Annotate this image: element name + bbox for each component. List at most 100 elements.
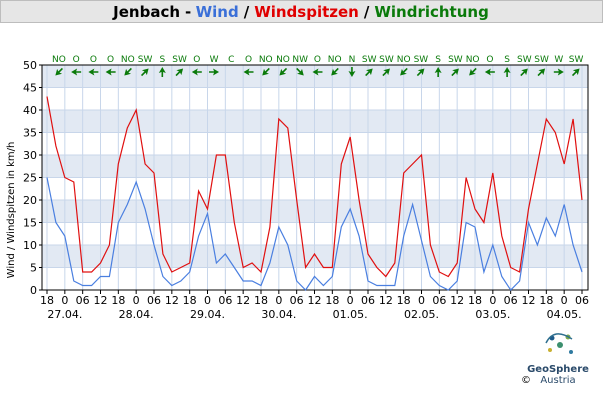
x-tick-label: 0 — [489, 294, 496, 307]
direction-label: NO — [328, 55, 342, 65]
arrow-shape — [348, 67, 356, 77]
direction-label: SW — [138, 55, 153, 65]
direction-arrow — [553, 68, 564, 76]
arrow-shape — [365, 68, 373, 77]
date-label: 28.04. — [119, 308, 154, 321]
direction-arrow — [191, 68, 202, 76]
x-tick-label: 12 — [522, 294, 536, 307]
direction-label: O — [90, 55, 97, 65]
x-tick-label: 12 — [308, 294, 322, 307]
direction-label: SW — [569, 55, 584, 65]
y-tick-label: 45 — [23, 82, 37, 95]
direction-arrow — [209, 68, 220, 76]
direction-label: NW — [292, 55, 308, 65]
x-tick-label: 06 — [290, 294, 304, 307]
direction-label: W — [210, 55, 219, 65]
x-tick-label: 0 — [133, 294, 140, 307]
arrow-shape — [88, 68, 99, 76]
y-tick-label: 20 — [23, 194, 37, 207]
title-part: Windrichtung — [374, 3, 488, 21]
y-tick-label: 35 — [23, 127, 37, 140]
date-label: 01.05. — [333, 308, 368, 321]
direction-arrow — [469, 67, 477, 76]
x-tick-label: 0 — [204, 294, 211, 307]
title-part: Wind — [196, 3, 239, 21]
arrow-shape — [140, 68, 149, 77]
arrow-shape — [571, 68, 580, 77]
x-tick-label: 0 — [61, 294, 68, 307]
direction-arrow — [434, 67, 442, 77]
direction-arrow — [296, 67, 304, 76]
arrow-shape — [416, 68, 425, 77]
direction-arrow — [484, 68, 495, 76]
direction-label: O — [73, 55, 80, 65]
direction-arrow — [520, 68, 528, 77]
x-tick-label: 06 — [361, 294, 375, 307]
logo-sub: Austria — [540, 375, 575, 386]
y-tick-label: 25 — [23, 172, 37, 185]
direction-arrow — [416, 68, 425, 77]
direction-arrow — [365, 68, 373, 77]
y-tick-label: 0 — [30, 284, 37, 297]
y-tick-label: 10 — [23, 239, 37, 252]
x-tick-label: 12 — [165, 294, 179, 307]
arrow-shape — [503, 67, 511, 77]
title-part: / — [244, 3, 250, 21]
direction-label: NO — [397, 55, 411, 65]
direction-arrow — [571, 68, 580, 77]
direction-label: S — [159, 55, 165, 65]
direction-arrow — [279, 67, 288, 76]
date-label: 27.04. — [47, 308, 82, 321]
y-tick-label: 30 — [23, 149, 37, 162]
logo-dot — [557, 342, 563, 348]
x-tick-label: 18 — [397, 294, 411, 307]
title-part: Jenbach — [112, 3, 180, 21]
direction-arrow — [382, 68, 390, 77]
direction-label: NO — [52, 55, 66, 65]
direction-arrow — [71, 68, 82, 76]
x-tick-label: 06 — [147, 294, 161, 307]
direction-arrow — [451, 68, 459, 77]
x-tick-label: 06 — [575, 294, 589, 307]
arrow-shape — [158, 67, 166, 77]
direction-label: O — [193, 55, 200, 65]
arrow-shape — [296, 67, 304, 76]
direction-label: SW — [517, 55, 532, 65]
title-part: - — [185, 3, 191, 21]
direction-label: NO — [466, 55, 480, 65]
direction-arrow — [262, 67, 270, 76]
date-label: 02.05. — [404, 308, 439, 321]
logo-dot — [569, 350, 573, 354]
logo-dot — [548, 348, 552, 352]
direction-label: O — [107, 55, 114, 65]
arrow-shape — [553, 68, 564, 76]
arrow-shape — [400, 67, 408, 76]
arrow-shape — [262, 67, 270, 76]
direction-arrow — [158, 67, 166, 77]
x-tick-label: 18 — [183, 294, 197, 307]
x-tick-label: 18 — [468, 294, 482, 307]
direction-arrow — [400, 67, 408, 76]
arrow-shape — [520, 68, 528, 77]
direction-label: N — [349, 55, 356, 65]
date-label: 04.05. — [547, 308, 582, 321]
direction-label: O — [245, 55, 252, 65]
x-tick-label: 12 — [236, 294, 250, 307]
arrow-shape — [434, 67, 442, 77]
arrow-shape — [331, 67, 339, 76]
direction-label: SW — [362, 55, 377, 65]
arrow-shape — [55, 67, 63, 76]
arrow-shape — [382, 68, 390, 77]
x-tick-label: 0 — [275, 294, 282, 307]
direction-arrow — [331, 67, 339, 76]
title-part: / — [364, 3, 370, 21]
x-tick-label: 18 — [40, 294, 54, 307]
arrow-shape — [209, 68, 220, 76]
logo: GeoSphere Austria — [527, 333, 589, 386]
direction-arrow — [243, 68, 254, 76]
x-tick-label: 06 — [218, 294, 232, 307]
arrow-shape — [105, 68, 116, 76]
direction-label: C — [228, 55, 234, 65]
direction-label: O — [486, 55, 493, 65]
